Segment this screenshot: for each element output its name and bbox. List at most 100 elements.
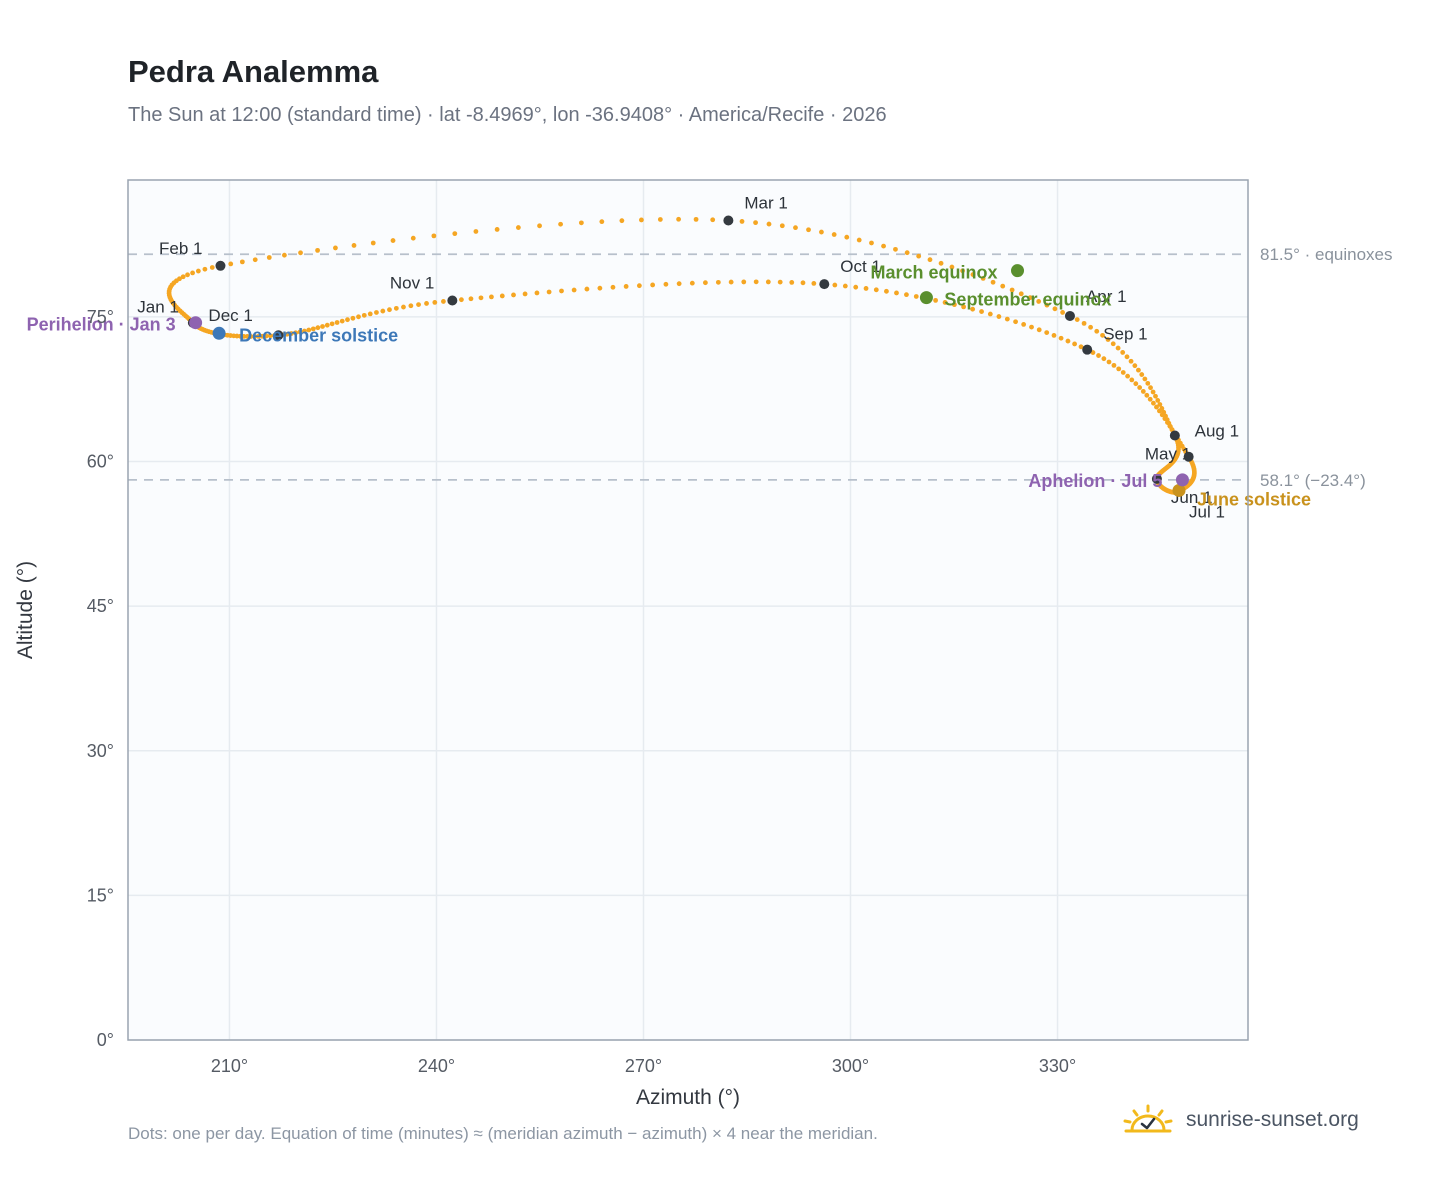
event-marker [189, 316, 203, 330]
month-label: Feb 1 [159, 239, 202, 258]
daily-sun-dot [1137, 385, 1143, 390]
event-label: June solstice [1197, 489, 1311, 509]
sun-check-icon [1123, 1104, 1173, 1133]
daily-sun-dot [1145, 380, 1151, 386]
daily-sun-dot [819, 229, 824, 235]
daily-sun-dot [777, 279, 783, 285]
daily-sun-dot [806, 227, 811, 233]
daily-sun-dot [728, 279, 734, 285]
daily-sun-dot [390, 238, 396, 243]
daily-sun-dot [844, 234, 850, 240]
daily-sun-dot [1148, 385, 1153, 391]
daily-sun-dot [478, 295, 484, 301]
daily-sun-dot [1120, 370, 1126, 375]
daily-sun-dot [1074, 317, 1080, 322]
footnote: Dots: one per day. Equation of time (min… [128, 1124, 878, 1143]
daily-sun-dot [267, 333, 273, 339]
daily-sun-dot [789, 279, 795, 285]
daily-sun-dot [202, 266, 208, 272]
plot-area [128, 180, 1248, 1040]
daily-sun-dot [1132, 363, 1138, 369]
daily-sun-dot [1004, 316, 1010, 322]
event-marker [212, 326, 226, 340]
daily-sun-dot [315, 325, 321, 331]
daily-sun-dot [793, 225, 798, 231]
daily-sun-dot [339, 318, 345, 324]
daily-sun-dot [1000, 283, 1006, 289]
daily-sun-dot [1105, 337, 1111, 342]
month-label: Oct 1 [840, 257, 881, 276]
daily-sun-dot [1128, 358, 1134, 364]
daily-sun-dot [853, 284, 859, 290]
month-marker [273, 330, 284, 341]
daily-sun-dot [894, 290, 899, 296]
daily-sun-dot [333, 245, 338, 251]
daily-sun-dot [1151, 400, 1156, 406]
daily-sun-dot [1110, 341, 1116, 347]
daily-sun-dot [689, 280, 695, 286]
daily-sun-dot [252, 257, 258, 263]
daily-sun-dot [842, 283, 848, 289]
month-marker [1183, 451, 1194, 462]
daily-sun-dot [765, 279, 771, 285]
daily-sun-dot [1060, 310, 1065, 315]
daily-sun-dot [1144, 392, 1150, 398]
daily-sun-dot [639, 217, 644, 223]
daily-sun-dot [320, 324, 325, 329]
daily-sun-dot [1124, 354, 1130, 360]
daily-sun-dot [190, 270, 195, 276]
daily-sun-dot [710, 217, 716, 223]
daily-sun-dot [1021, 321, 1027, 327]
daily-sun-dot [970, 272, 976, 277]
event-markers: March equinox September equinox June solst… [27, 263, 1311, 510]
daily-sun-dot [1125, 373, 1131, 379]
daily-sun-dot [431, 233, 437, 239]
daily-sun-dot [650, 282, 656, 288]
month-label: May 1 [1145, 444, 1191, 463]
daily-sun-dot [990, 279, 996, 285]
month-label: Apr 1 [1086, 287, 1127, 306]
daily-sun-dot [949, 264, 955, 270]
daily-sun-dot [663, 281, 669, 287]
daily-sun-dot [410, 235, 416, 241]
daily-sun-dot [597, 285, 603, 291]
daily-sun-dot [693, 216, 699, 222]
daily-sun-dot [610, 284, 616, 290]
daily-sun-dot [416, 302, 421, 307]
daily-sun-dot [636, 283, 642, 289]
daily-sun-dot [1088, 324, 1093, 330]
daily-sun-dot [979, 309, 984, 314]
axis-ticks: 210° 240° 270° 300° 330° 0° 15° 30° 45° 60° 75° [87, 307, 1076, 1076]
daily-sun-dot [933, 297, 938, 303]
daily-sun-dot [1101, 356, 1107, 362]
daily-sun-dot [1136, 367, 1141, 373]
reference-line-label: 81.5° · equinoxes [1260, 245, 1393, 264]
event-marker [1011, 264, 1025, 278]
daily-sun-dot [904, 250, 910, 256]
daily-sun-dot [961, 304, 967, 310]
daily-sun-dot [869, 240, 874, 246]
daily-sun-dot [185, 272, 190, 278]
month-label: Sep 1 [1103, 325, 1147, 344]
y-tick-label: 60° [87, 452, 114, 472]
daily-sun-dot [370, 240, 376, 246]
daily-sun-dot [1072, 341, 1077, 347]
daily-sun-dot [489, 294, 494, 300]
brand[interactable]: sunrise-sunset.org [1120, 1102, 1359, 1138]
daily-sun-dot [1157, 402, 1163, 407]
daily-sun-dot [1065, 338, 1071, 344]
daily-sun-dot [1094, 328, 1100, 334]
daily-sun-dot [356, 314, 361, 320]
month-label: Jan 1 [137, 298, 179, 317]
daily-sun-dot [1106, 359, 1112, 365]
month-marker [447, 295, 458, 306]
daily-sun-dot [195, 268, 201, 274]
daily-sun-dot [259, 333, 265, 339]
daily-sun-dot [1120, 350, 1126, 355]
x-tick-label: 270° [625, 1056, 662, 1076]
daily-sun-dot [987, 311, 993, 317]
daily-sun-dot [1159, 412, 1165, 418]
daily-sun-dot [452, 231, 458, 237]
x-axis-label: Azimuth (°) [636, 1086, 740, 1109]
month-label: Mar 1 [744, 193, 787, 212]
